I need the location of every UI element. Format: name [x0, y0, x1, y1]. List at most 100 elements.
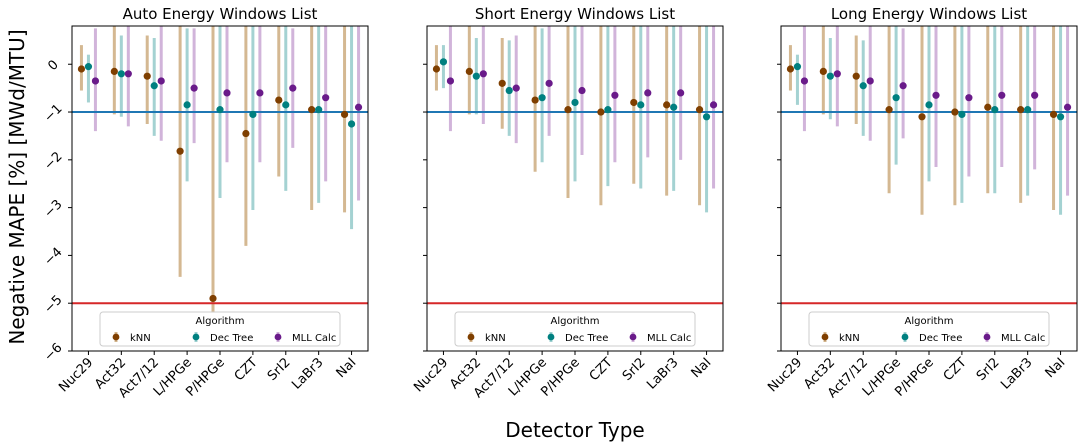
x-tick-label: SrI2 — [620, 355, 649, 384]
point-dec-tree-czt — [958, 110, 966, 119]
point-dec-tree-lhpge — [892, 94, 900, 102]
legend-swatch-marker — [901, 333, 909, 341]
point-dec-tree-act32 — [117, 70, 125, 78]
x-tick-label: LaBr3 — [998, 355, 1035, 392]
chart-panel-2: Short Energy Windows ListNuc29Act32Act7/… — [411, 5, 724, 401]
legend-title: Algorithm — [905, 316, 954, 327]
legend-label: Dec Tree — [210, 333, 253, 344]
point-mll-calc-labr3 — [677, 89, 685, 97]
point-mll-calc-czt — [965, 94, 973, 102]
point-knn-sri2 — [630, 98, 638, 107]
point-knn-act712 — [143, 72, 151, 80]
point-dec-tree-labr3 — [1024, 106, 1032, 114]
legend: Algorithm kNN Dec Tree MLL Calc — [99, 311, 341, 347]
y-tick-label: −4 — [41, 245, 65, 269]
x-tick-label: Nuc29 — [765, 355, 805, 395]
point-mll-calc-act32 — [124, 70, 132, 78]
x-tick-label: CZT — [587, 355, 616, 384]
point-knn-lhpge — [176, 147, 184, 155]
point-dec-tree-nai — [347, 120, 356, 128]
y-tick-label: 0 — [45, 58, 61, 74]
x-tick-label: NaI — [1043, 355, 1069, 381]
point-mll-calc-phpge — [932, 91, 940, 99]
point-dec-tree-nuc29 — [793, 63, 802, 71]
legend-label: kNN — [485, 333, 506, 344]
point-mll-calc-labr3 — [1031, 91, 1039, 99]
legend-label: Dec Tree — [565, 333, 608, 344]
point-mll-calc-act712 — [512, 84, 520, 92]
point-knn-labr3 — [663, 101, 671, 109]
point-dec-tree-czt — [249, 110, 257, 119]
point-mll-calc-act712 — [157, 77, 165, 85]
legend-label: MLL Calc — [647, 333, 691, 344]
y-tick-label: −5 — [41, 293, 65, 317]
x-tick-label: CZT — [232, 355, 261, 384]
point-mll-calc-nai — [1063, 103, 1072, 111]
legend-label: kNN — [130, 333, 151, 344]
point-mll-calc-nai — [709, 101, 718, 109]
point-knn-labr3 — [308, 106, 316, 114]
point-knn-act32 — [110, 67, 118, 76]
legend: Algorithm kNN Dec Tree MLL Calc — [808, 311, 1050, 347]
point-dec-tree-nai — [1056, 113, 1065, 121]
x-axis-label: Detector Type — [505, 418, 644, 442]
point-dec-tree-nuc29 — [84, 63, 93, 71]
point-dec-tree-act712 — [150, 82, 158, 90]
point-mll-calc-act32 — [479, 70, 487, 78]
legend-swatch-marker — [821, 333, 829, 341]
chart-title: Long Energy Windows List — [831, 5, 1027, 23]
point-knn-czt — [597, 108, 605, 116]
plot-area — [72, 26, 368, 313]
point-dec-tree-phpge — [925, 101, 933, 109]
legend-swatch-marker — [112, 333, 120, 341]
point-mll-calc-czt — [611, 91, 619, 99]
point-dec-tree-nuc29 — [439, 58, 448, 66]
x-tick-label: NaI — [334, 355, 360, 381]
point-dec-tree-phpge — [571, 98, 579, 107]
point-knn-sri2 — [984, 103, 992, 111]
point-mll-calc-labr3 — [322, 94, 330, 102]
y-axis-label: Negative MAPE [%] [MWd/MTU] — [5, 29, 29, 344]
point-mll-calc-lhpge — [545, 79, 553, 87]
point-mll-calc-lhpge — [899, 82, 907, 90]
x-tick-label: Nuc29 — [411, 355, 451, 395]
point-knn-act712 — [852, 72, 860, 80]
point-mll-calc-sri2 — [289, 84, 297, 92]
point-dec-tree-act32 — [472, 72, 480, 80]
point-knn-nai — [340, 110, 349, 119]
y-tick-label: −1 — [41, 101, 65, 125]
legend-swatch-marker — [274, 333, 282, 341]
point-dec-tree-act32 — [826, 72, 834, 80]
plot-area — [427, 26, 723, 305]
legend-swatch-marker — [983, 333, 991, 341]
point-dec-tree-nai — [702, 113, 711, 121]
point-dec-tree-act712 — [505, 86, 513, 95]
x-tick-label: LaBr3 — [289, 355, 326, 392]
point-mll-calc-phpge — [223, 89, 231, 97]
x-tick-label: CZT — [941, 355, 970, 384]
point-knn-nai — [695, 106, 704, 114]
point-dec-tree-labr3 — [670, 103, 678, 111]
y-tick-label: −3 — [41, 197, 65, 221]
point-knn-labr3 — [1017, 106, 1025, 114]
chart-panel-3: Long Energy Windows ListNuc29Act32Act7/1… — [765, 5, 1078, 401]
point-knn-phpge — [564, 106, 572, 114]
x-tick-label: Nuc29 — [56, 355, 96, 395]
point-dec-tree-sri2 — [282, 101, 290, 109]
legend-swatch-marker — [467, 333, 475, 341]
point-mll-calc-sri2 — [998, 91, 1006, 99]
legend-label: Dec Tree — [919, 333, 962, 344]
point-mll-calc-phpge — [578, 86, 586, 95]
point-knn-phpge — [209, 294, 217, 303]
point-knn-nuc29 — [77, 65, 86, 73]
point-knn-phpge — [918, 113, 926, 121]
point-knn-lhpge — [885, 106, 893, 114]
point-mll-calc-act32 — [833, 70, 841, 78]
point-knn-act32 — [819, 67, 827, 76]
legend: Algorithm kNN Dec Tree MLL Calc — [454, 311, 696, 347]
chart-panel-1: Auto Energy Windows List 0 −1 −2 −3 −4 −5 −6Nuc… — [41, 5, 369, 401]
legend-title: Algorithm — [196, 316, 245, 327]
point-knn-nai — [1049, 110, 1058, 119]
point-knn-czt — [951, 108, 959, 116]
point-mll-calc-sri2 — [644, 89, 652, 97]
